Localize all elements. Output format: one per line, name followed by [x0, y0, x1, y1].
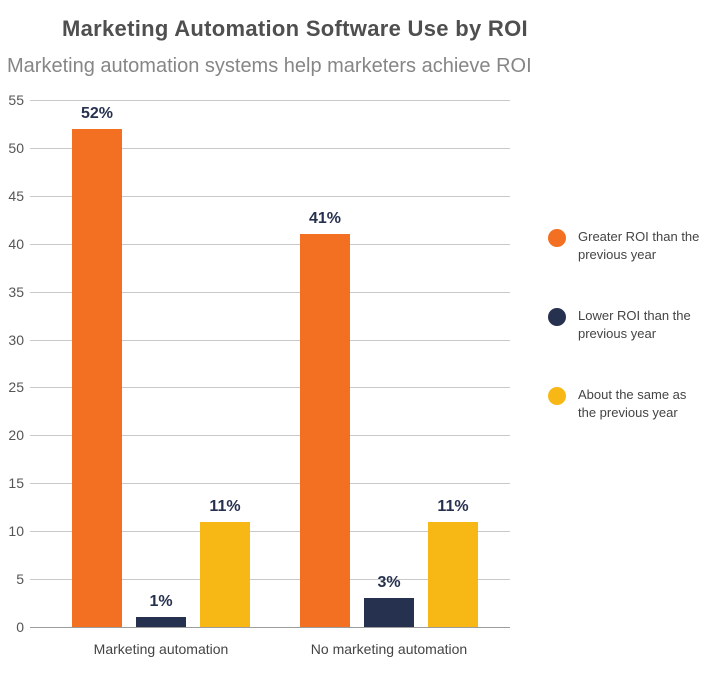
bar-ma-lower	[136, 617, 186, 627]
bar-value-label: 11%	[418, 498, 488, 516]
bar-ma-greater	[72, 129, 122, 627]
y-tick-label: 15	[0, 475, 24, 491]
bar-ma-same	[200, 522, 250, 627]
bar-noma-lower	[364, 598, 414, 627]
legend-item-lower: Lower ROI than the previous year	[548, 307, 708, 342]
chart-container: { "chart": { "type": "grouped-bar", "tit…	[0, 0, 712, 691]
y-tick-label: 35	[0, 284, 24, 300]
y-tick-label: 0	[0, 619, 24, 635]
chart-title: Marketing Automation Software Use by ROI	[62, 16, 528, 42]
bar-value-label: 1%	[126, 593, 196, 611]
y-tick-label: 40	[0, 236, 24, 252]
y-tick-label: 25	[0, 379, 24, 395]
legend: Greater ROI than the previous year Lower …	[548, 228, 708, 465]
y-tick-label: 30	[0, 332, 24, 348]
y-tick-label: 5	[0, 571, 24, 587]
y-tick-label: 55	[0, 92, 24, 108]
chart-subtitle: Marketing automation systems help market…	[7, 55, 532, 78]
legend-swatch	[548, 387, 566, 405]
bar-noma-same	[428, 522, 478, 627]
gridline	[30, 627, 510, 628]
legend-swatch	[548, 229, 566, 247]
legend-label: About the same as the previous year	[578, 386, 708, 421]
bar-value-label: 11%	[190, 498, 260, 516]
y-tick-label: 50	[0, 140, 24, 156]
x-category-label: No marketing automation	[280, 641, 498, 657]
x-category-label: Marketing automation	[52, 641, 270, 657]
bar-value-label: 3%	[354, 574, 424, 592]
legend-label: Lower ROI than the previous year	[578, 307, 708, 342]
gridline	[30, 100, 510, 101]
plot-area: 52% 1% 11% 41% 3% 11%	[30, 100, 510, 627]
legend-swatch	[548, 308, 566, 326]
y-tick-label: 20	[0, 427, 24, 443]
bar-value-label: 52%	[62, 105, 132, 123]
legend-item-greater: Greater ROI than the previous year	[548, 228, 708, 263]
legend-label: Greater ROI than the previous year	[578, 228, 708, 263]
y-tick-label: 45	[0, 188, 24, 204]
bar-noma-greater	[300, 234, 350, 627]
bar-value-label: 41%	[290, 210, 360, 228]
legend-item-same: About the same as the previous year	[548, 386, 708, 421]
y-tick-label: 10	[0, 523, 24, 539]
